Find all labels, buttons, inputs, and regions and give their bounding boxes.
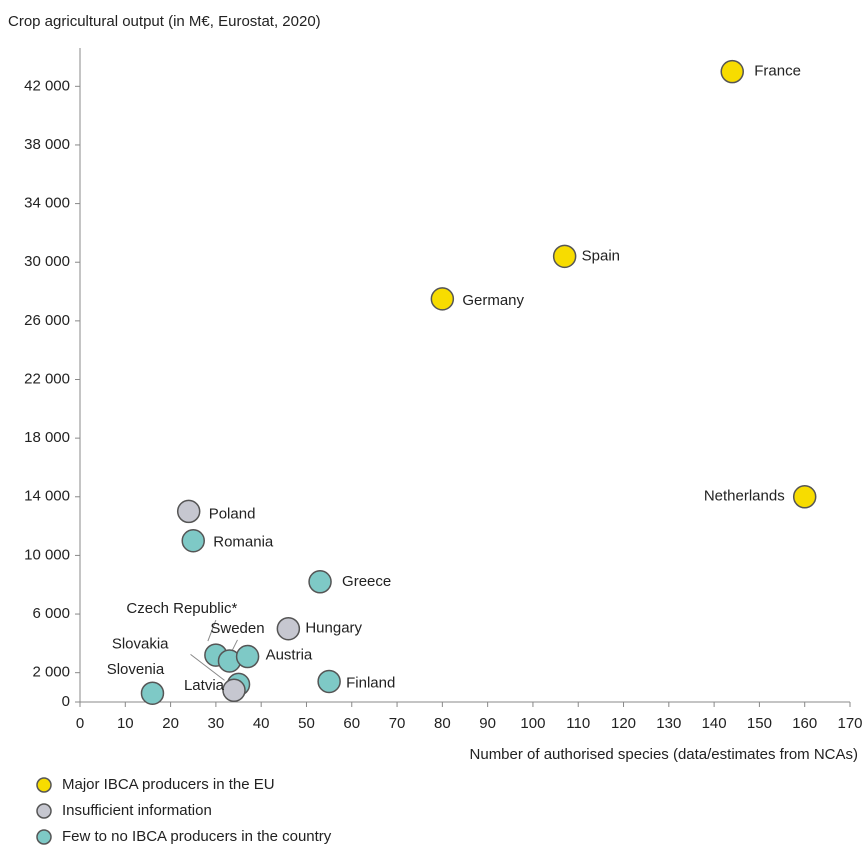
- point-label: Hungary: [305, 620, 362, 637]
- x-tick-label: 20: [162, 715, 179, 732]
- point: [317, 669, 341, 694]
- y-tick-label: 0: [62, 693, 70, 710]
- point-label: Greece: [342, 573, 391, 590]
- x-tick-label: 60: [343, 715, 360, 732]
- point-label: Finland: [346, 674, 395, 691]
- point: [792, 485, 817, 509]
- y-tick-label: 22 000: [24, 370, 70, 387]
- y-tick-label: 6 000: [32, 605, 70, 622]
- x-tick-label: 90: [479, 715, 496, 732]
- y-tick-label: 42 000: [24, 77, 70, 94]
- x-tick-label: 80: [434, 715, 451, 732]
- x-tick-label: 170: [837, 715, 862, 732]
- leader-line: [190, 654, 225, 681]
- x-tick-label: 70: [389, 715, 406, 732]
- point: [430, 287, 455, 311]
- point-label: Latvia: [184, 677, 225, 694]
- point-label: Netherlands: [704, 488, 785, 505]
- x-tick-label: 30: [208, 715, 225, 732]
- point-label: Romania: [213, 534, 274, 551]
- point: [308, 570, 332, 594]
- point: [276, 616, 301, 641]
- point: [140, 681, 165, 705]
- x-tick-label: 10: [117, 715, 134, 732]
- x-axis-title: Number of authorised species (data/estim…: [470, 746, 858, 763]
- legend-label: Few to no IBCA producers in the country: [62, 828, 332, 845]
- point-label: Sweden: [210, 620, 264, 637]
- legend-swatch: [36, 803, 52, 819]
- x-tick-label: 150: [747, 715, 772, 732]
- legend-label: Insufficient information: [62, 802, 212, 819]
- point: [222, 678, 246, 703]
- x-tick-label: 50: [298, 715, 315, 732]
- y-tick-label: 26 000: [24, 312, 70, 329]
- x-tick-label: 0: [76, 715, 84, 732]
- x-tick-label: 120: [611, 715, 636, 732]
- y-tick-label: 38 000: [24, 136, 70, 153]
- point-label: France: [754, 63, 801, 80]
- legend-swatch: [36, 777, 52, 793]
- x-tick-label: 130: [656, 715, 681, 732]
- point-label: Spain: [582, 247, 620, 264]
- leader-line: [207, 619, 217, 642]
- x-tick-label: 100: [520, 715, 545, 732]
- y-axis-title: Crop agricultural output (in M€, Eurosta…: [8, 13, 321, 30]
- legend-label: Major IBCA producers in the EU: [62, 776, 275, 793]
- point: [235, 644, 260, 669]
- point-label: Slovakia: [112, 635, 169, 652]
- y-tick-label: 10 000: [24, 546, 70, 563]
- legend-swatch: [36, 829, 52, 845]
- point-label: Austria: [266, 647, 313, 664]
- point: [181, 529, 205, 553]
- point: [552, 244, 577, 269]
- point-label: Poland: [209, 505, 256, 522]
- y-tick-label: 34 000: [24, 195, 70, 212]
- y-tick-label: 2 000: [32, 664, 70, 681]
- x-tick-label: 110: [566, 715, 590, 732]
- x-tick-label: 160: [792, 715, 817, 732]
- point-label: Czech Republic*: [126, 600, 237, 617]
- y-tick-label: 14 000: [24, 488, 70, 505]
- y-tick-label: 30 000: [24, 253, 70, 270]
- x-tick-label: 140: [702, 715, 727, 732]
- y-tick-label: 18 000: [24, 429, 70, 446]
- leader-line: [232, 639, 238, 651]
- point-label: Germany: [462, 292, 524, 309]
- point: [720, 59, 744, 84]
- x-tick-label: 40: [253, 715, 270, 732]
- point-label: Slovenia: [107, 661, 165, 678]
- point: [176, 499, 201, 524]
